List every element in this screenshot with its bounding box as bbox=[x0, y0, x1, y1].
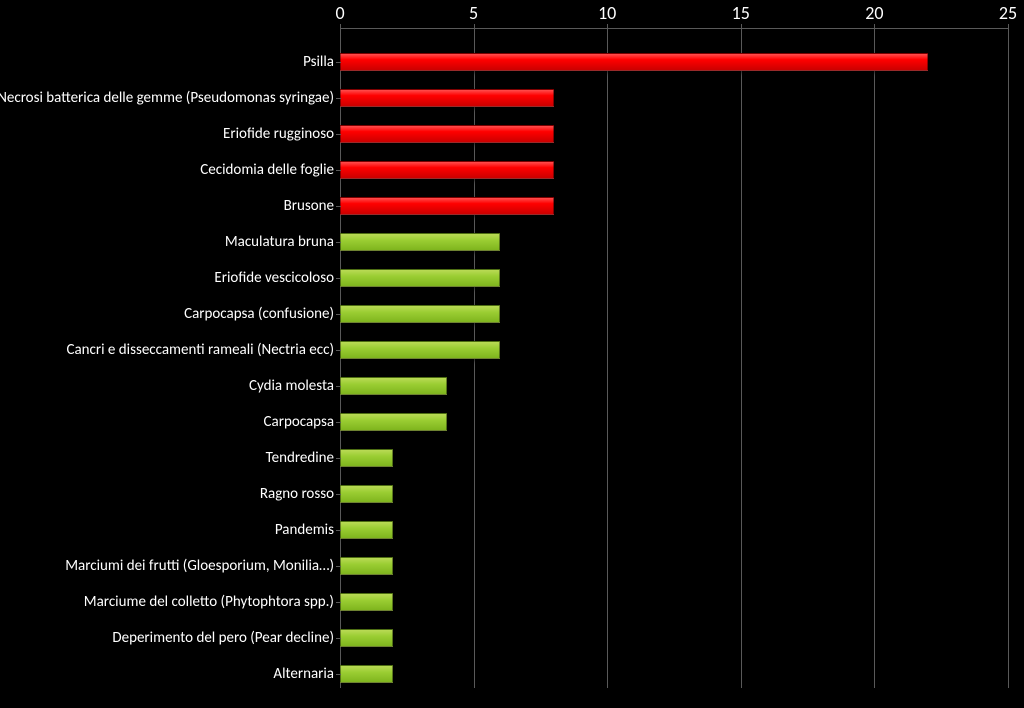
y-tick-mark bbox=[336, 602, 341, 603]
bar bbox=[340, 89, 554, 107]
chart-row: Psilla bbox=[0, 44, 1024, 80]
bar bbox=[340, 485, 393, 503]
y-tick-mark bbox=[336, 422, 341, 423]
y-tick-mark bbox=[336, 350, 341, 351]
y-tick-mark bbox=[336, 530, 341, 531]
chart-row: Cecidomia delle foglie bbox=[0, 152, 1024, 188]
y-tick-mark bbox=[336, 206, 341, 207]
bar-chart: 0 5 10 15 20 25 Psilla Necrosi batterica delle … bbox=[0, 0, 1024, 708]
chart-row: Marciumi dei frutti (Gloesporium, Monili… bbox=[0, 548, 1024, 584]
category-label: Tendredine bbox=[266, 449, 334, 467]
bar bbox=[340, 449, 393, 467]
x-tick-mark bbox=[741, 24, 742, 29]
bar bbox=[340, 53, 928, 71]
category-label: Ragno rosso bbox=[260, 485, 334, 503]
category-label: Deperimento del pero (Pear decline) bbox=[112, 629, 334, 647]
x-tick-mark bbox=[874, 24, 875, 29]
y-tick-mark bbox=[336, 170, 341, 171]
category-label: Cecidomia delle foglie bbox=[200, 161, 334, 179]
x-tick-label: 20 bbox=[865, 2, 883, 24]
x-tick-mark bbox=[607, 24, 608, 29]
x-tick-label: 5 bbox=[469, 2, 478, 24]
y-tick-mark bbox=[336, 566, 341, 567]
category-label: Carpocapsa (confusione) bbox=[184, 305, 334, 323]
bar bbox=[340, 161, 554, 179]
chart-row: Carpocapsa bbox=[0, 404, 1024, 440]
bar bbox=[340, 629, 393, 647]
chart-row: Cydia molesta bbox=[0, 368, 1024, 404]
chart-row: Alternaria bbox=[0, 656, 1024, 692]
category-label: Brusone bbox=[284, 197, 334, 215]
x-tick-label: 10 bbox=[598, 2, 616, 24]
chart-row: Cancri e disseccamenti rameali (Nectria … bbox=[0, 332, 1024, 368]
bar bbox=[340, 377, 447, 395]
y-tick-mark bbox=[336, 278, 341, 279]
chart-row: Maculatura bruna bbox=[0, 224, 1024, 260]
category-label: Eriofide vescicoloso bbox=[214, 269, 334, 287]
x-tick-label: 15 bbox=[732, 2, 750, 24]
category-label: Psilla bbox=[303, 53, 334, 71]
bar bbox=[340, 233, 500, 251]
category-label: Necrosi batterica delle gemme (Pseudomon… bbox=[0, 89, 334, 107]
bar bbox=[340, 413, 447, 431]
y-tick-mark bbox=[336, 458, 341, 459]
chart-row: Eriofide vescicoloso bbox=[0, 260, 1024, 296]
bar bbox=[340, 125, 554, 143]
chart-row: Tendredine bbox=[0, 440, 1024, 476]
y-tick-mark bbox=[336, 62, 341, 63]
x-tick-label: 25 bbox=[999, 2, 1017, 24]
x-tick-mark bbox=[474, 24, 475, 29]
chart-row: Eriofide rugginoso bbox=[0, 116, 1024, 152]
x-tick-mark bbox=[1008, 24, 1009, 29]
bar bbox=[340, 665, 393, 683]
x-tick-mark bbox=[340, 24, 341, 29]
category-label: Pandemis bbox=[275, 521, 334, 539]
chart-row: Marciume del colletto (Phytophtora spp.) bbox=[0, 584, 1024, 620]
chart-row: Ragno rosso bbox=[0, 476, 1024, 512]
category-label: Eriofide rugginoso bbox=[223, 125, 334, 143]
category-label: Marciumi dei frutti (Gloesporium, Monili… bbox=[65, 557, 334, 575]
bar bbox=[340, 341, 500, 359]
bar bbox=[340, 197, 554, 215]
category-label: Cydia molesta bbox=[249, 377, 334, 395]
y-tick-mark bbox=[336, 314, 341, 315]
chart-row: Deperimento del pero (Pear decline) bbox=[0, 620, 1024, 656]
chart-row: Carpocapsa (confusione) bbox=[0, 296, 1024, 332]
x-axis-line bbox=[340, 28, 1008, 29]
bar bbox=[340, 557, 393, 575]
category-label: Marciume del colletto (Phytophtora spp.) bbox=[84, 593, 334, 611]
y-tick-mark bbox=[336, 674, 341, 675]
y-tick-mark bbox=[336, 98, 341, 99]
category-label: Carpocapsa bbox=[264, 413, 334, 431]
bar bbox=[340, 269, 500, 287]
y-tick-mark bbox=[336, 494, 341, 495]
y-tick-mark bbox=[336, 134, 341, 135]
chart-row: Pandemis bbox=[0, 512, 1024, 548]
bar bbox=[340, 305, 500, 323]
y-tick-mark bbox=[336, 386, 341, 387]
category-label: Maculatura bruna bbox=[225, 233, 334, 251]
y-tick-mark bbox=[336, 638, 341, 639]
bar bbox=[340, 521, 393, 539]
bar bbox=[340, 593, 393, 611]
x-tick-label: 0 bbox=[335, 2, 344, 24]
category-label: Cancri e disseccamenti rameali (Nectria … bbox=[66, 341, 334, 359]
chart-row: Brusone bbox=[0, 188, 1024, 224]
chart-row: Necrosi batterica delle gemme (Pseudomon… bbox=[0, 80, 1024, 116]
category-label: Alternaria bbox=[273, 665, 334, 683]
y-tick-mark bbox=[336, 242, 341, 243]
